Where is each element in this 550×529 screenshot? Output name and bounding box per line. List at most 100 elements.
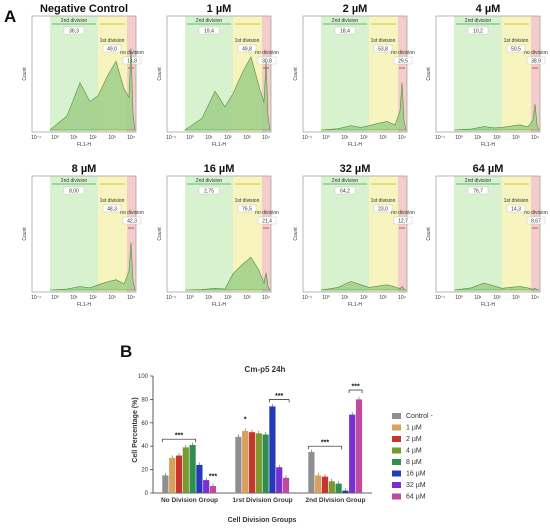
x-tick-label: 10⁰	[51, 295, 59, 301]
histogram-area	[453, 104, 540, 131]
significance-label: ***	[352, 384, 360, 391]
gate-no-division	[262, 176, 271, 292]
bar	[203, 480, 210, 493]
histogram-panel: Negative Control 2nd division 36,3 1st divi…	[22, 3, 144, 148]
significance-label: *	[244, 416, 247, 423]
value-no: 42,3	[127, 219, 137, 225]
gate-2nd-division	[454, 176, 502, 292]
bar	[242, 430, 249, 493]
x-tick-label: 10⁻¹	[435, 135, 445, 141]
legend-entry: 16 µM	[406, 471, 426, 478]
y-axis-label: Count	[426, 67, 432, 81]
x-tick-label: 10¹	[205, 135, 213, 141]
x-tick-label: 10⁰	[51, 135, 59, 141]
x-tick-label: 10¹	[341, 295, 349, 301]
value-box-1st	[102, 44, 122, 53]
histogram-area	[184, 256, 271, 291]
bar	[235, 436, 242, 493]
x-tick-label: 10²	[89, 295, 97, 301]
bar	[182, 447, 189, 493]
gate-label-2nd: 2nd division	[465, 178, 492, 184]
value-box-1st	[102, 204, 122, 213]
x-tick-label: 10¹	[341, 135, 349, 141]
legend-swatch	[392, 436, 401, 442]
x-tick-label: 10²	[89, 135, 97, 141]
gate-1st-division	[502, 176, 531, 292]
x-axis-label: Cell Division Groups	[228, 517, 297, 524]
category-label: 1rst Division Group	[232, 497, 292, 504]
significance-label: ***	[175, 433, 183, 440]
histogram-title: 2 µM	[343, 3, 368, 15]
x-tick-label: 10³	[108, 135, 116, 141]
histogram-title: 4 µM	[476, 3, 501, 15]
x-tick-label: 10⁻¹	[302, 135, 312, 141]
value-no: 8,67	[531, 219, 541, 225]
gate-label-1st: 1st division	[100, 38, 125, 44]
x-tick-label: 10¹	[70, 295, 78, 301]
plot-frame	[435, 15, 541, 133]
histogram-title: 8 µM	[72, 163, 97, 175]
y-axis-label: Count	[293, 227, 299, 241]
value-1st: 50,5	[511, 47, 521, 53]
value-1st: 23,0	[378, 207, 388, 213]
bar	[189, 445, 196, 493]
value-2nd: 76,7	[473, 189, 483, 195]
y-tick-label: 20	[141, 468, 148, 474]
x-tick-label: 10⁴	[398, 295, 406, 301]
x-tick-label: 10⁴	[398, 135, 406, 141]
legend-entry: 64 µM	[406, 494, 426, 501]
value-box-no	[257, 216, 277, 225]
value-box-2nd	[63, 26, 85, 35]
histogram-area	[184, 56, 271, 131]
significance-label: ***	[275, 393, 283, 400]
value-1st: 48,3	[107, 207, 117, 213]
gate-2nd-division	[50, 176, 98, 292]
gate-2nd-division	[321, 176, 369, 292]
x-tick-label: 10⁻¹	[31, 135, 41, 141]
value-box-1st	[373, 44, 393, 53]
value-box-no	[393, 216, 413, 225]
category-label: No Division Group	[161, 497, 218, 504]
bar	[255, 433, 262, 493]
value-box-no	[526, 216, 546, 225]
legend-entry: 8 µM	[406, 459, 422, 466]
x-tick-label: 10⁰	[455, 135, 463, 141]
value-box-2nd	[334, 26, 356, 35]
x-axis-label: FL1-H	[481, 142, 495, 148]
x-axis-label: FL1-H	[348, 302, 362, 308]
value-box-1st	[506, 204, 526, 213]
gate-label-1st: 1st division	[504, 38, 529, 44]
x-axis-label: FL1-H	[212, 142, 226, 148]
x-tick-label: 10²	[224, 295, 232, 301]
legend-entry: 4 µM	[406, 448, 422, 455]
gate-label-2nd: 2nd division	[332, 178, 359, 184]
value-box-2nd	[334, 186, 356, 195]
legend-swatch	[392, 459, 401, 465]
x-tick-label: 10¹	[205, 295, 213, 301]
histogram-title: 32 µM	[340, 163, 371, 175]
x-tick-label: 10³	[243, 135, 251, 141]
value-2nd: 8,00	[69, 189, 79, 195]
gate-1st-division	[98, 176, 127, 292]
value-box-2nd	[198, 186, 220, 195]
legend-swatch	[392, 447, 401, 454]
histogram-area	[49, 242, 136, 291]
value-box-no	[122, 56, 142, 65]
x-tick-label: 10⁻¹	[435, 295, 445, 301]
gate-1st-division	[369, 176, 398, 292]
significance-label: ***	[209, 474, 217, 481]
bar	[342, 490, 349, 493]
value-box-no	[526, 56, 546, 65]
x-axis-label: FL1-H	[348, 142, 362, 148]
legend-entry: Control -	[406, 413, 434, 420]
histogram-panel: 16 µM 2nd division 2,75 1st division 76,5no …	[157, 163, 279, 308]
significance-label: ***	[321, 440, 329, 447]
bar-chart-title: Cm-p5 24h	[245, 365, 286, 374]
x-tick-label: 10²	[493, 135, 501, 141]
y-axis-label: Count	[426, 227, 432, 241]
bar	[328, 481, 335, 493]
gate-no-division	[531, 176, 540, 292]
value-box-no	[122, 216, 142, 225]
x-tick-label: 10⁰	[322, 295, 330, 301]
gate-2nd-division	[454, 16, 502, 132]
